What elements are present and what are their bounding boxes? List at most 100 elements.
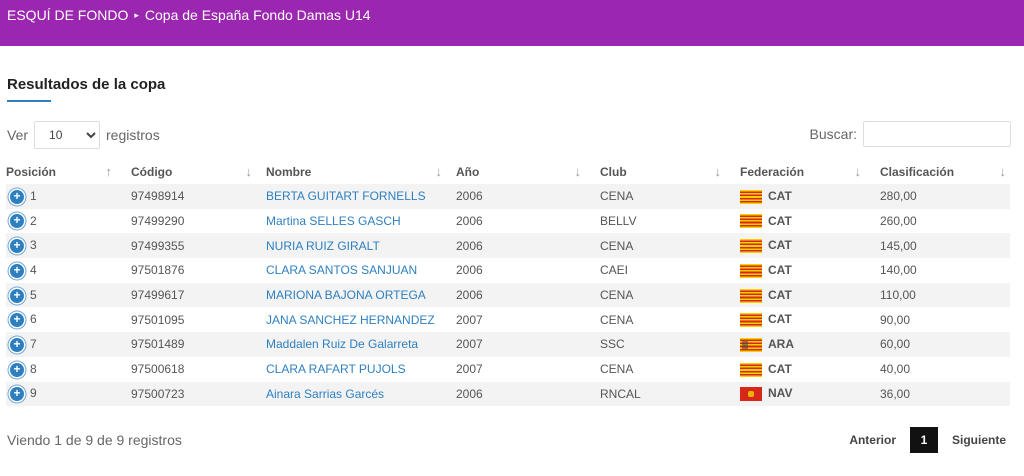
position-cell: +4 [6,258,116,283]
athlete-name-link[interactable]: Ainara Sarrias Garcés [266,386,385,401]
prev-page-button[interactable]: Anterior [849,433,896,447]
athlete-name-link[interactable]: NURIA RUIZ GIRALT [266,238,380,253]
athlete-name-link[interactable]: BERTA GUITART FORNELLS [266,189,426,204]
table-row: +6 97501095 JANA SANCHEZ HERNANDEZ 2007 CENA… [6,307,1010,333]
cat-flag-icon [740,214,762,229]
expand-plus-icon[interactable]: + [10,189,24,204]
col-header-classification[interactable]: Clasificación ↓ [880,164,1006,179]
code-cell: 97498914 [116,184,256,209]
cat-flag-icon [740,189,762,204]
club-cell: CENA [585,307,725,333]
position-value: 7 [30,337,37,352]
section-title-underline [7,100,51,102]
position-value: 9 [30,386,37,401]
col-header-federation[interactable]: Federación ↓ [740,164,862,179]
name-cell: Martina SELLES GASCH [256,208,446,234]
club-cell: BELLV [585,208,725,234]
position-cell: +9 [6,381,116,407]
expand-plus-icon[interactable]: + [10,387,24,402]
breadcrumb-root[interactable]: ESQUÍ DE FONDO [7,7,129,23]
federation-cell: ARA [725,332,865,357]
athlete-name-link[interactable]: Martina SELLES GASCH [266,214,401,229]
table-info: Viendo 1 de 9 de 9 registros [7,432,182,448]
athlete-name-link[interactable]: Maddalen Ruiz De Galarreta [266,337,419,352]
cat-flag-icon [740,263,762,278]
table-row: +9 97500723 Ainara Sarrias Garcés 2006 RNCAL… [6,381,1010,407]
code-cell: 97501489 [116,332,256,357]
table-row: +5 97499617 MARIONA BAJONA ORTEGA 2006 CENA C… [6,282,1010,308]
position-cell: +6 [6,307,116,333]
expand-plus-icon[interactable]: + [10,214,24,229]
expand-plus-icon[interactable]: + [10,337,24,352]
length-select[interactable]: 10 [34,121,101,149]
table-row: +8 97500618 CLARA RAFART PUJOLS 2007 CENA CAT… [6,356,1010,382]
name-cell: CLARA RAFART PUJOLS [256,356,446,382]
year-cell: 2007 [446,332,585,357]
year-cell: 2006 [446,282,585,308]
federation-code: CAT [768,213,792,228]
athlete-name-link[interactable]: CLARA RAFART PUJOLS [266,362,406,377]
breadcrumb-current: Copa de España Fondo Damas U14 [144,7,371,23]
cat-flag-icon [740,313,762,328]
club-cell: SSC [585,332,725,357]
classification-cell: 280,00 [865,184,1010,209]
position-value: 1 [30,188,37,203]
federation-code: ARA [768,337,794,352]
cat-flag-icon [740,239,762,254]
position-cell: +1 [6,184,116,209]
code-cell: 97501876 [116,258,256,283]
nav-flag-icon [740,387,762,402]
athlete-name-link[interactable]: MARIONA BAJONA ORTEGA [266,288,426,303]
club-cell: CENA [585,233,725,259]
code-cell: 97501095 [116,307,256,333]
col-header-code[interactable]: Código ↓ [131,164,252,179]
classification-cell: 90,00 [865,307,1010,333]
position-value: 6 [30,312,37,327]
federation-cell: CAT [725,307,865,333]
club-cell: CENA [585,282,725,308]
col-header-year[interactable]: Año ↓ [456,164,581,179]
table-row: +3 97499355 NURIA RUIZ GIRALT 2006 CENA CAT 14… [6,233,1010,259]
federation-cell: NAV [725,381,865,407]
club-cell: RNCAL [585,381,725,407]
top-header-bar: ESQUÍ DE FONDO ▸ Copa de España Fondo Da… [0,0,1024,46]
club-cell: CENA [585,356,725,382]
position-cell: +5 [6,282,116,308]
cat-flag-icon [740,362,762,377]
expand-plus-icon[interactable]: + [10,263,24,278]
code-cell: 97500723 [116,381,256,407]
col-header-name[interactable]: Nombre ↓ [266,164,442,179]
breadcrumb: ESQUÍ DE FONDO ▸ Copa de España Fondo Da… [7,7,371,23]
sort-desc-icon: ↓ [714,164,722,179]
position-cell: +3 [6,233,116,259]
code-cell: 97499617 [116,282,256,308]
year-cell: 2006 [446,258,585,283]
search-input[interactable] [863,121,1011,147]
results-table: Posición ↑ Código ↓ Nombre ↓ Año ↓ Club ↓ Fed… [6,160,1010,407]
table-row: +7 97501489 Maddalen Ruiz De Galarreta 2007… [6,332,1010,357]
breadcrumb-separator-icon: ▸ [134,9,139,20]
year-cell: 2006 [446,233,585,259]
expand-plus-icon[interactable]: + [10,288,24,303]
position-value: 3 [30,238,37,253]
col-header-club[interactable]: Club ↓ [600,164,722,179]
federation-cell: CAT [725,233,865,259]
next-page-button[interactable]: Siguiente [951,433,1006,447]
federation-code: CAT [768,262,792,277]
federation-cell: CAT [725,184,865,209]
athlete-name-link[interactable]: JANA SANCHEZ HERNANDEZ [266,312,435,327]
search-control: Buscar: [810,121,1011,147]
expand-plus-icon[interactable]: + [10,362,24,377]
federation-cell: CAT [725,282,865,308]
athlete-name-link[interactable]: CLARA SANTOS SANJUAN [266,263,418,278]
col-header-position[interactable]: Posición ↑ [6,164,112,179]
sort-desc-icon: ↓ [854,164,862,179]
club-cell: CENA [585,184,725,209]
classification-cell: 40,00 [865,356,1010,382]
expand-plus-icon[interactable]: + [10,313,24,328]
expand-plus-icon[interactable]: + [10,239,24,254]
name-cell: Maddalen Ruiz De Galarreta [256,332,446,357]
page-1-button[interactable]: 1 [909,427,938,453]
year-cell: 2006 [446,208,585,234]
federation-code: NAV [768,386,793,401]
